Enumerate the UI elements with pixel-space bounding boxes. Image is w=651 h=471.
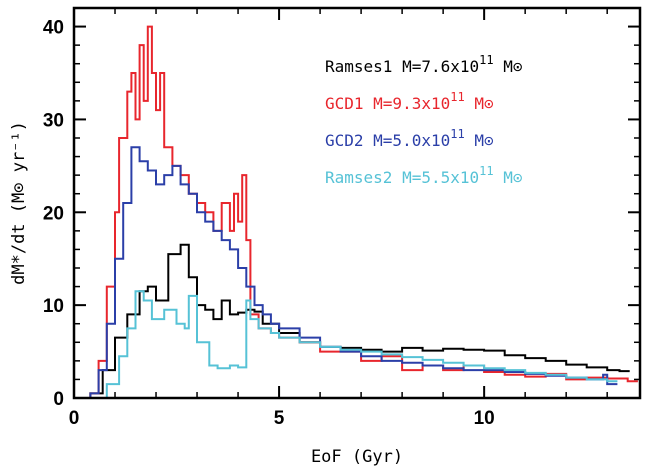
legend: Ramses1 M=7.6x1011 M⊙ GCD1 M=9.3x1011 M⊙ G… bbox=[325, 53, 523, 187]
x-tick-label: 10 bbox=[474, 408, 495, 429]
y-tick-label: 10 bbox=[43, 296, 64, 317]
x-tick-label: 5 bbox=[274, 408, 285, 429]
y-axis-label: dM*/dt (M⊙ yr⁻¹) bbox=[9, 121, 29, 285]
x-axis-label: EoF (Gyr) bbox=[311, 447, 403, 467]
legend-item-ramses1: Ramses1 M=7.6x1011 M⊙ bbox=[325, 53, 523, 76]
plot-frame bbox=[72, 6, 642, 400]
legend-label: Ramses2 M=5.5x1011 M⊙ bbox=[325, 164, 523, 187]
series-line-ramses2 bbox=[105, 290, 618, 398]
y-tick-label: 30 bbox=[43, 110, 64, 131]
ticks: 0 5 10 0 10 20 30 40 bbox=[43, 8, 640, 429]
legend-label: GCD1 M=9.3x1011 M⊙ bbox=[325, 90, 494, 113]
y-tick-label: 20 bbox=[43, 203, 64, 224]
legend-label: Ramses1 M=7.6x1011 M⊙ bbox=[325, 53, 523, 76]
y-tick-label: 0 bbox=[53, 389, 64, 410]
y-tick-label: 40 bbox=[43, 18, 64, 39]
x-tick-label: 0 bbox=[69, 408, 80, 429]
series-group bbox=[89, 25, 638, 398]
series-line-gcd1 bbox=[89, 25, 638, 398]
series-line-ramses1 bbox=[89, 243, 630, 398]
legend-item-ramses2: Ramses2 M=5.5x1011 M⊙ bbox=[325, 164, 523, 187]
legend-item-gcd2: GCD2 M=5.0x1011 M⊙ bbox=[325, 127, 494, 150]
legend-item-gcd1: GCD1 M=9.3x1011 M⊙ bbox=[325, 90, 494, 113]
legend-label: GCD2 M=5.0x1011 M⊙ bbox=[325, 127, 494, 150]
